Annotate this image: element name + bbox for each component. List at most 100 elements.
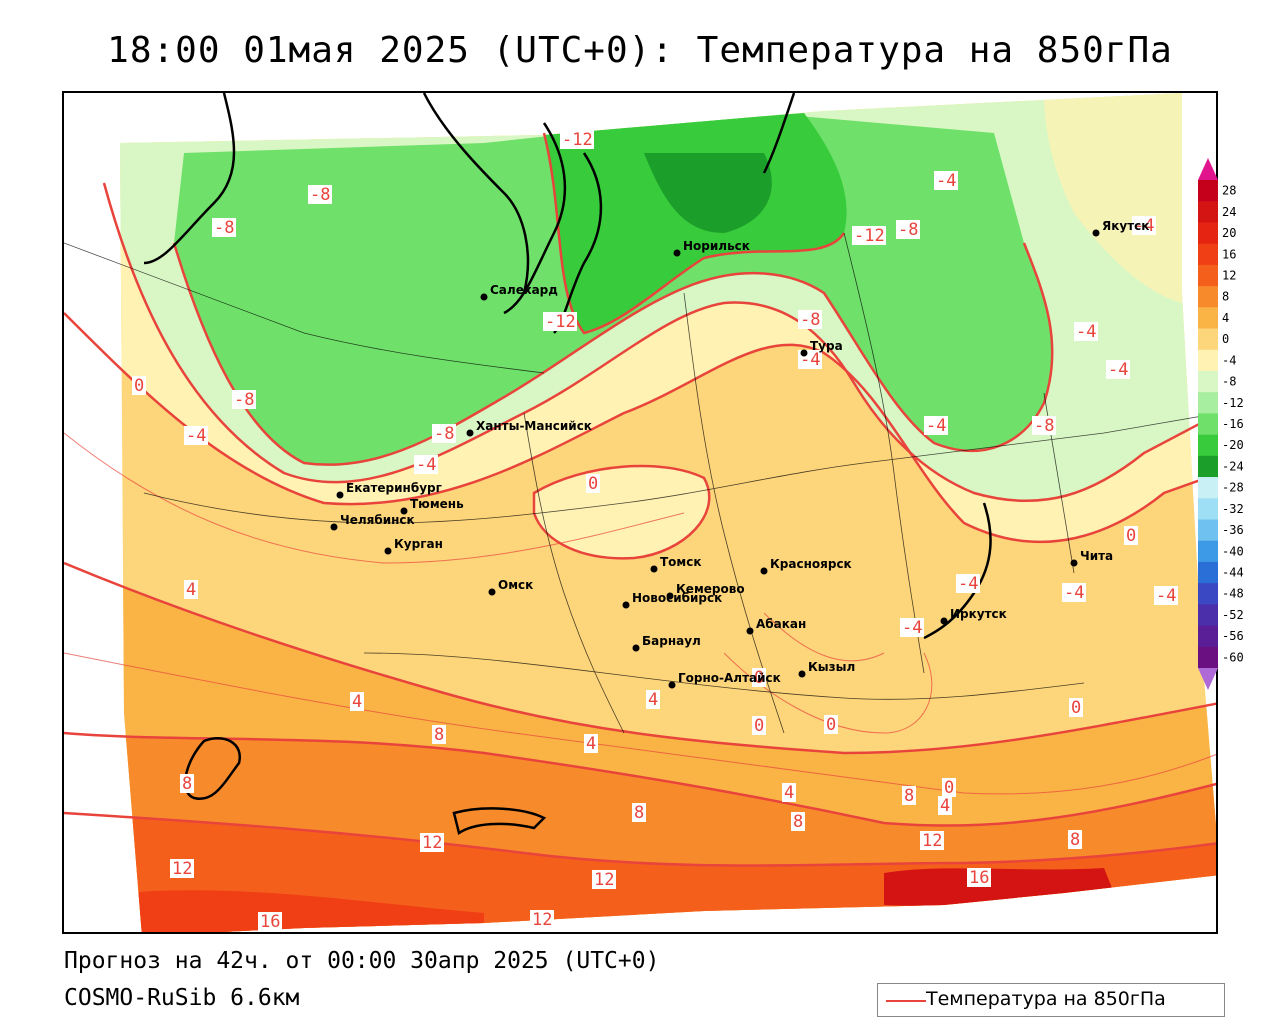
isotherm-label: -8 — [310, 185, 330, 205]
isotherm-label: -12 — [562, 130, 593, 150]
isotherm-label-bg — [1132, 216, 1156, 235]
isotherm-label-bg — [934, 171, 958, 190]
map-canvas: -12 -8 -8 -12 -8 -12 -8 -4 -4 -4 -4 -4 0 -8 -4 -8 -4 0 -8 0… — [64, 93, 1216, 932]
isotherm-label: 0 — [134, 376, 144, 396]
field-minus16-minus20 — [644, 153, 772, 233]
colorbar-swatch — [1198, 307, 1218, 330]
colorbar-tick-label: 4 — [1222, 311, 1229, 325]
city-marker — [673, 249, 681, 257]
isotherm-label: 12 — [594, 870, 614, 890]
isotherm-label: 12 — [922, 831, 942, 851]
isotherm-label: -4 — [186, 426, 206, 446]
colorbar-swatch — [1198, 540, 1218, 563]
isotherm-label: -4 — [1156, 586, 1176, 606]
city-marker — [798, 670, 806, 678]
isotherm-label: -8 — [1034, 416, 1054, 436]
isotherm-label: -12 — [854, 226, 885, 246]
isotherm-label: -4 — [416, 455, 436, 475]
isotherm-label: 12 — [172, 859, 192, 879]
city-label: Красноярск — [770, 557, 852, 571]
isotherm-label-bg — [420, 833, 444, 852]
isotherm-label-bg — [1124, 526, 1138, 545]
isotherm-label: -4 — [902, 618, 922, 638]
isotherm-label: 4 — [352, 692, 362, 712]
isotherm-label-bg — [132, 376, 146, 395]
colorbar-swatch — [1198, 455, 1218, 478]
colorbar-swatch — [1198, 413, 1218, 436]
isotherm-label: 16 — [969, 868, 989, 888]
city-marker — [336, 491, 344, 499]
colorbar-swatch — [1198, 583, 1218, 605]
colorbar-swatch — [1198, 286, 1218, 308]
isotherm-label-bg — [560, 130, 594, 149]
colorbar-tick-label: 16 — [1222, 247, 1236, 261]
isotherm-label: 8 — [182, 774, 192, 794]
isotherm-label-bg — [432, 424, 456, 443]
isotherm-label-bg — [258, 912, 282, 931]
colorbar-tick-label: -24 — [1222, 459, 1244, 473]
colorbar-tick-label: -8 — [1222, 375, 1236, 389]
isotherm-label: -4 — [1108, 360, 1128, 380]
isotherm-label-bg — [1074, 322, 1098, 341]
isotherm-label: 16 — [260, 912, 280, 932]
colorbar-tick-label: -28 — [1222, 481, 1244, 495]
isotherm-label-bg — [632, 803, 646, 822]
isotherm-label: 0 — [826, 715, 836, 735]
colorbar-swatch — [1198, 477, 1218, 499]
city-label: Челябинск — [340, 513, 415, 527]
field-16-20-west — [124, 890, 484, 932]
city-label: Горно-Алтайск — [678, 671, 781, 685]
colorbar-tick-label: 8 — [1222, 290, 1229, 304]
city-label: Новосибирск — [632, 591, 722, 605]
city-marker — [668, 681, 676, 689]
colorbar-swatch — [1198, 625, 1218, 648]
isotherm-label: -4 — [1076, 322, 1096, 342]
isotherm-label-bg — [782, 783, 796, 802]
isotherm-label-bg — [938, 796, 952, 815]
city-marker — [650, 565, 658, 573]
colorbar-tick-label: 28 — [1222, 184, 1236, 198]
isotherm-label: 4 — [186, 580, 196, 600]
colorbar — [1198, 158, 1218, 690]
isotherm-label-bg — [308, 185, 332, 204]
colorbar-swatch — [1198, 519, 1218, 542]
city-marker — [384, 547, 392, 555]
isotherm-label: 12 — [422, 833, 442, 853]
isotherm-label: 0 — [588, 474, 598, 494]
city-marker — [488, 588, 496, 596]
colorbar-swatch — [1198, 349, 1218, 372]
field-east-warm — [1044, 93, 1182, 303]
colorbar-swatch — [1198, 201, 1218, 223]
city-label: Екатеринбург — [346, 481, 442, 495]
city-marker — [330, 523, 338, 531]
city-marker — [1070, 559, 1078, 567]
isotherm-label-bg — [852, 226, 886, 245]
colorbar-top-arrow — [1198, 158, 1218, 180]
city-marker — [746, 627, 754, 635]
isotherm-label: 8 — [1070, 830, 1080, 850]
colorbar-tick-label: 24 — [1222, 205, 1236, 219]
isotherm-label: -8 — [898, 220, 918, 240]
isotherm-label-bg — [791, 812, 805, 831]
isotherm-label: 4 — [586, 734, 596, 754]
colorbar-swatch — [1198, 434, 1218, 457]
colorbar-tick-label: 12 — [1222, 268, 1236, 282]
isotherm-label-bg — [584, 734, 598, 753]
isotherm-label-bg — [1154, 586, 1178, 605]
colorbar-tick-label: -48 — [1222, 587, 1244, 601]
colorbar-tick-label: -32 — [1222, 502, 1244, 516]
isotherm-label-bg — [1062, 583, 1086, 602]
city-label: Томск — [660, 555, 702, 569]
isotherm-label: 8 — [904, 786, 914, 806]
city-label: Салехард — [490, 283, 558, 297]
isotherm-label-bg — [212, 218, 236, 237]
colorbar-swatch — [1198, 328, 1218, 351]
colorbar-tick-label: -20 — [1222, 438, 1244, 452]
field-zero-core — [534, 466, 710, 559]
city-label: Курган — [394, 537, 443, 551]
colorbar-labels: 28 24 20 16 12 8 4 0 -4 -8 -12 -16 -20 -24 -28 -32 -36 -4… — [1222, 184, 1244, 665]
colorbar-tick-label: -60 — [1222, 650, 1244, 664]
colorbar-tick-label: -44 — [1222, 566, 1244, 580]
isotherm-label: 0 — [1071, 698, 1081, 718]
isotherm-label: -8 — [800, 310, 820, 330]
